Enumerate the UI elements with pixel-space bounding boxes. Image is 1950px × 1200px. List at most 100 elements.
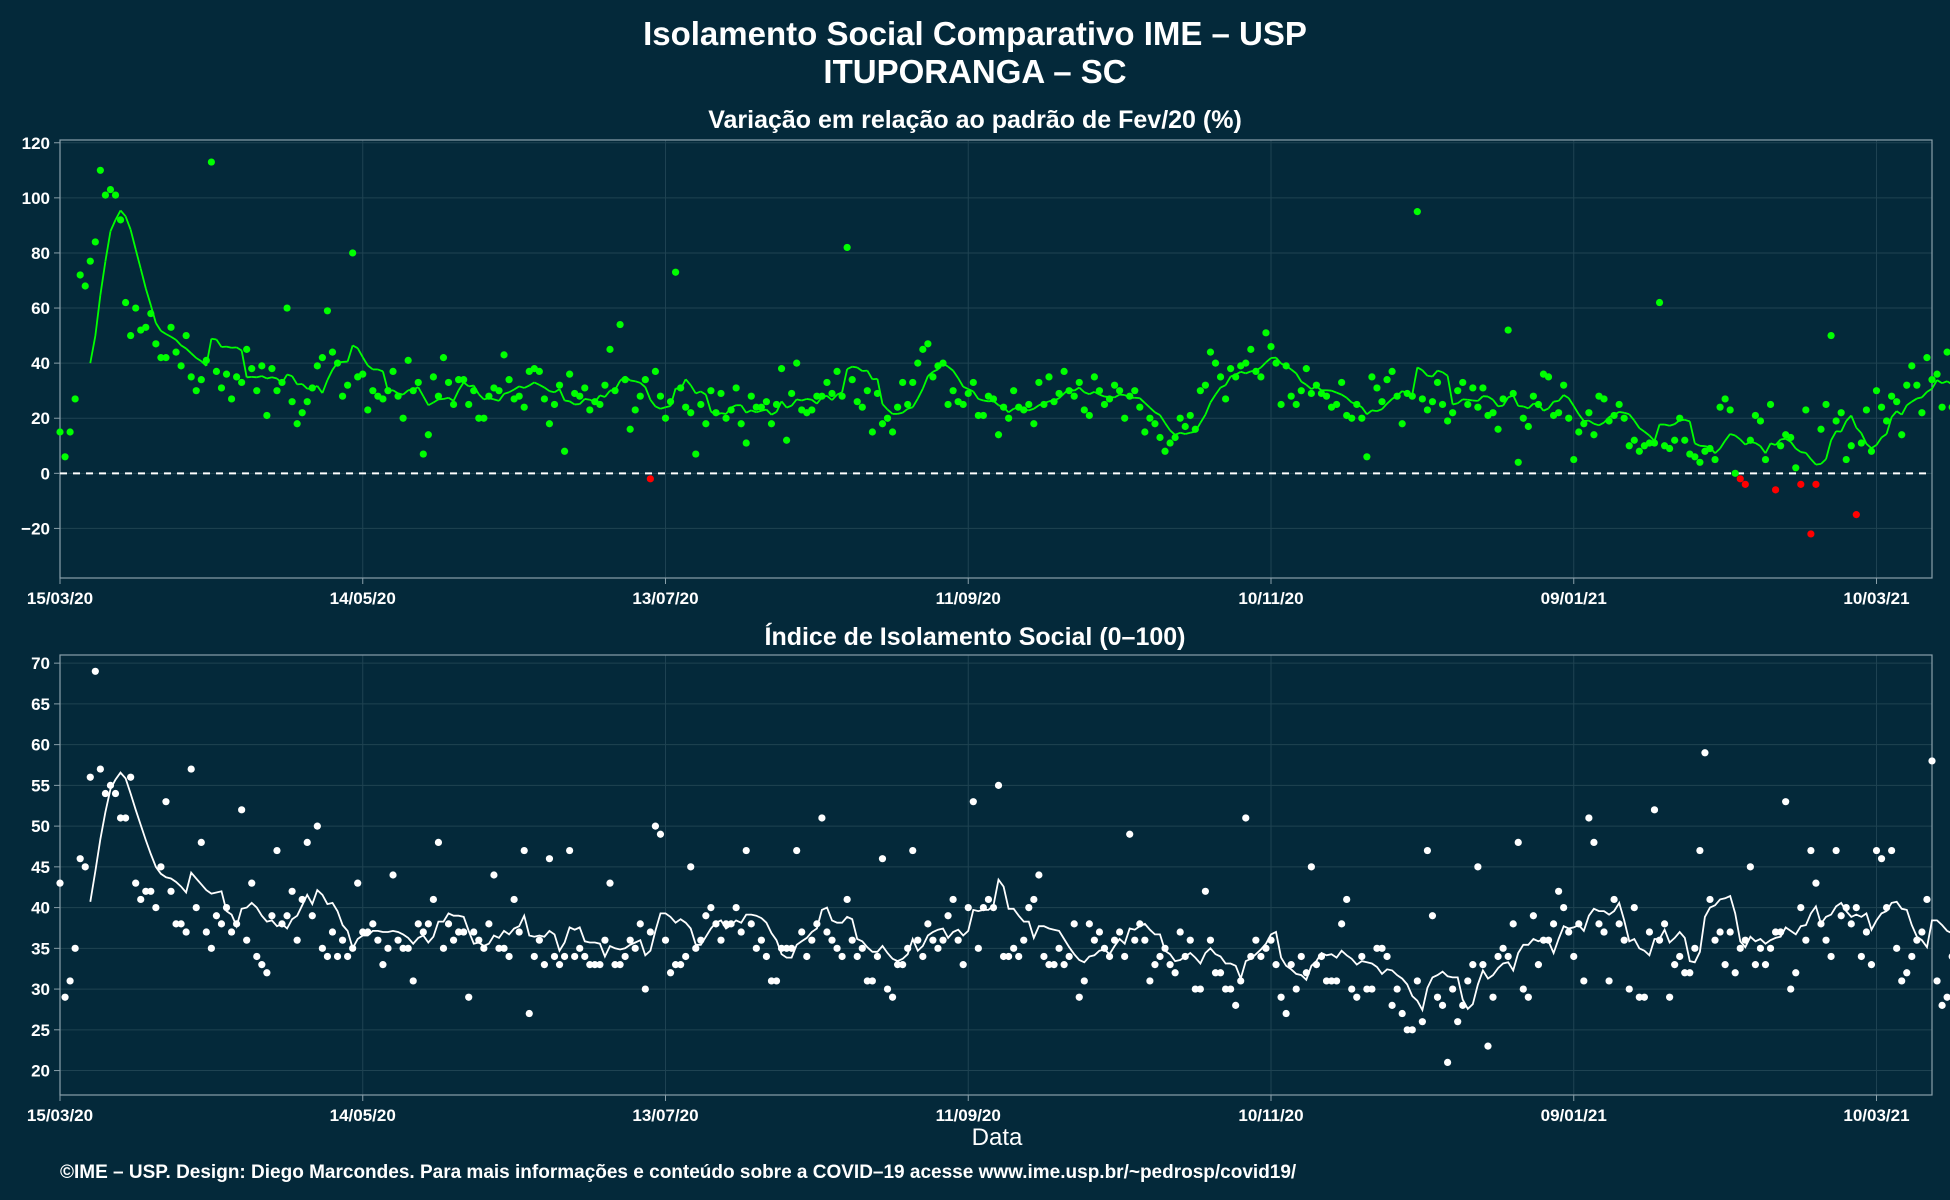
data-point [278, 920, 286, 928]
data-point [1771, 928, 1780, 936]
data-point [1010, 387, 1018, 395]
data-point [1913, 381, 1921, 389]
moving-average-segment [1154, 411, 1161, 416]
moving-average-segment [1381, 403, 1388, 410]
data-point [788, 389, 796, 398]
data-point [1590, 431, 1598, 439]
data-point [1610, 895, 1618, 904]
data-point [369, 920, 377, 928]
data-point [974, 944, 982, 952]
data-point [116, 814, 125, 822]
data-point [1686, 969, 1694, 977]
data-point [1378, 398, 1386, 406]
data-point [1030, 420, 1038, 428]
chart-title-line2: ITUPORANGA – SC [823, 53, 1126, 90]
moving-average-segment [886, 408, 894, 415]
data-point [1161, 447, 1169, 455]
data-point [692, 944, 700, 952]
moving-average-segment [786, 404, 792, 409]
data-point [1100, 400, 1109, 409]
data-point [1726, 406, 1734, 414]
data-point [626, 425, 634, 433]
data-point [172, 920, 180, 928]
data-point [1580, 420, 1588, 428]
data-point [1454, 1018, 1462, 1026]
data-point [66, 977, 74, 985]
data-point [399, 944, 407, 952]
moving-average-segment [417, 386, 425, 397]
data-point [1262, 329, 1270, 337]
data-point [1681, 436, 1689, 444]
data-point [1292, 400, 1300, 409]
data-point [1030, 895, 1038, 904]
moving-average-segment [836, 391, 843, 396]
data-point [1903, 381, 1911, 389]
data-point [520, 403, 528, 411]
moving-average-segment [952, 370, 959, 379]
data-point [1635, 993, 1643, 1001]
moving-average-segment [1633, 420, 1641, 429]
data-point [1433, 378, 1442, 387]
moving-average-segment [932, 368, 939, 373]
y-tick-label: 40 [31, 899, 50, 918]
data-point [1615, 400, 1623, 409]
data-point [1888, 392, 1896, 400]
data-point [944, 912, 952, 920]
data-point [1570, 455, 1578, 464]
data-point [1322, 392, 1331, 400]
data-point [1787, 985, 1795, 993]
data-point [833, 944, 841, 952]
moving-average-segment [1164, 422, 1171, 431]
moving-average-segment [978, 398, 984, 402]
data-point [1671, 436, 1679, 444]
data-point [1075, 378, 1083, 387]
data-point [601, 381, 609, 389]
data-point [1807, 530, 1815, 538]
data-point [86, 773, 94, 781]
data-point [197, 376, 205, 384]
moving-average-segment [104, 231, 112, 262]
moving-average-segment [271, 376, 278, 380]
moving-average-segment [1563, 394, 1570, 399]
data-point [1519, 414, 1527, 422]
moving-average-segment [967, 388, 974, 393]
data-point [1585, 409, 1593, 417]
data-point [934, 944, 942, 952]
data-point [762, 952, 771, 961]
data-point [465, 993, 473, 1001]
data-point [1474, 403, 1482, 411]
data-point [328, 348, 337, 356]
data-point [91, 667, 99, 675]
moving-average-segment [1224, 376, 1232, 386]
data-point [1438, 400, 1447, 409]
data-point [1847, 442, 1855, 450]
data-point [1721, 961, 1729, 969]
moving-average-segment [790, 398, 798, 407]
x-tick-label: 14/05/20 [330, 1106, 396, 1125]
data-point [1711, 455, 1719, 464]
data-point [1201, 381, 1210, 389]
data-point [1650, 439, 1659, 447]
data-point [1524, 993, 1532, 1001]
data-point [1605, 977, 1613, 985]
data-point [485, 392, 493, 400]
data-point [808, 406, 816, 414]
data-point [989, 903, 998, 912]
data-point [727, 406, 735, 414]
moving-average-segment [806, 398, 812, 401]
data-point [187, 373, 195, 381]
data-point [682, 403, 690, 411]
data-point [318, 944, 326, 952]
data-point [1080, 977, 1088, 985]
y-tick-label: 45 [31, 858, 50, 877]
moving-average-segment [1739, 438, 1746, 446]
moving-average-segment [1371, 409, 1378, 413]
data-point [1413, 977, 1421, 985]
data-point [1156, 952, 1164, 961]
panel2-title: Índice de Isolamento Social (0–100) [765, 622, 1186, 651]
data-point [1756, 944, 1765, 952]
moving-average-segment [927, 371, 934, 377]
moving-average-segment [94, 294, 102, 337]
data-point [1055, 944, 1063, 952]
data-point [757, 403, 765, 411]
